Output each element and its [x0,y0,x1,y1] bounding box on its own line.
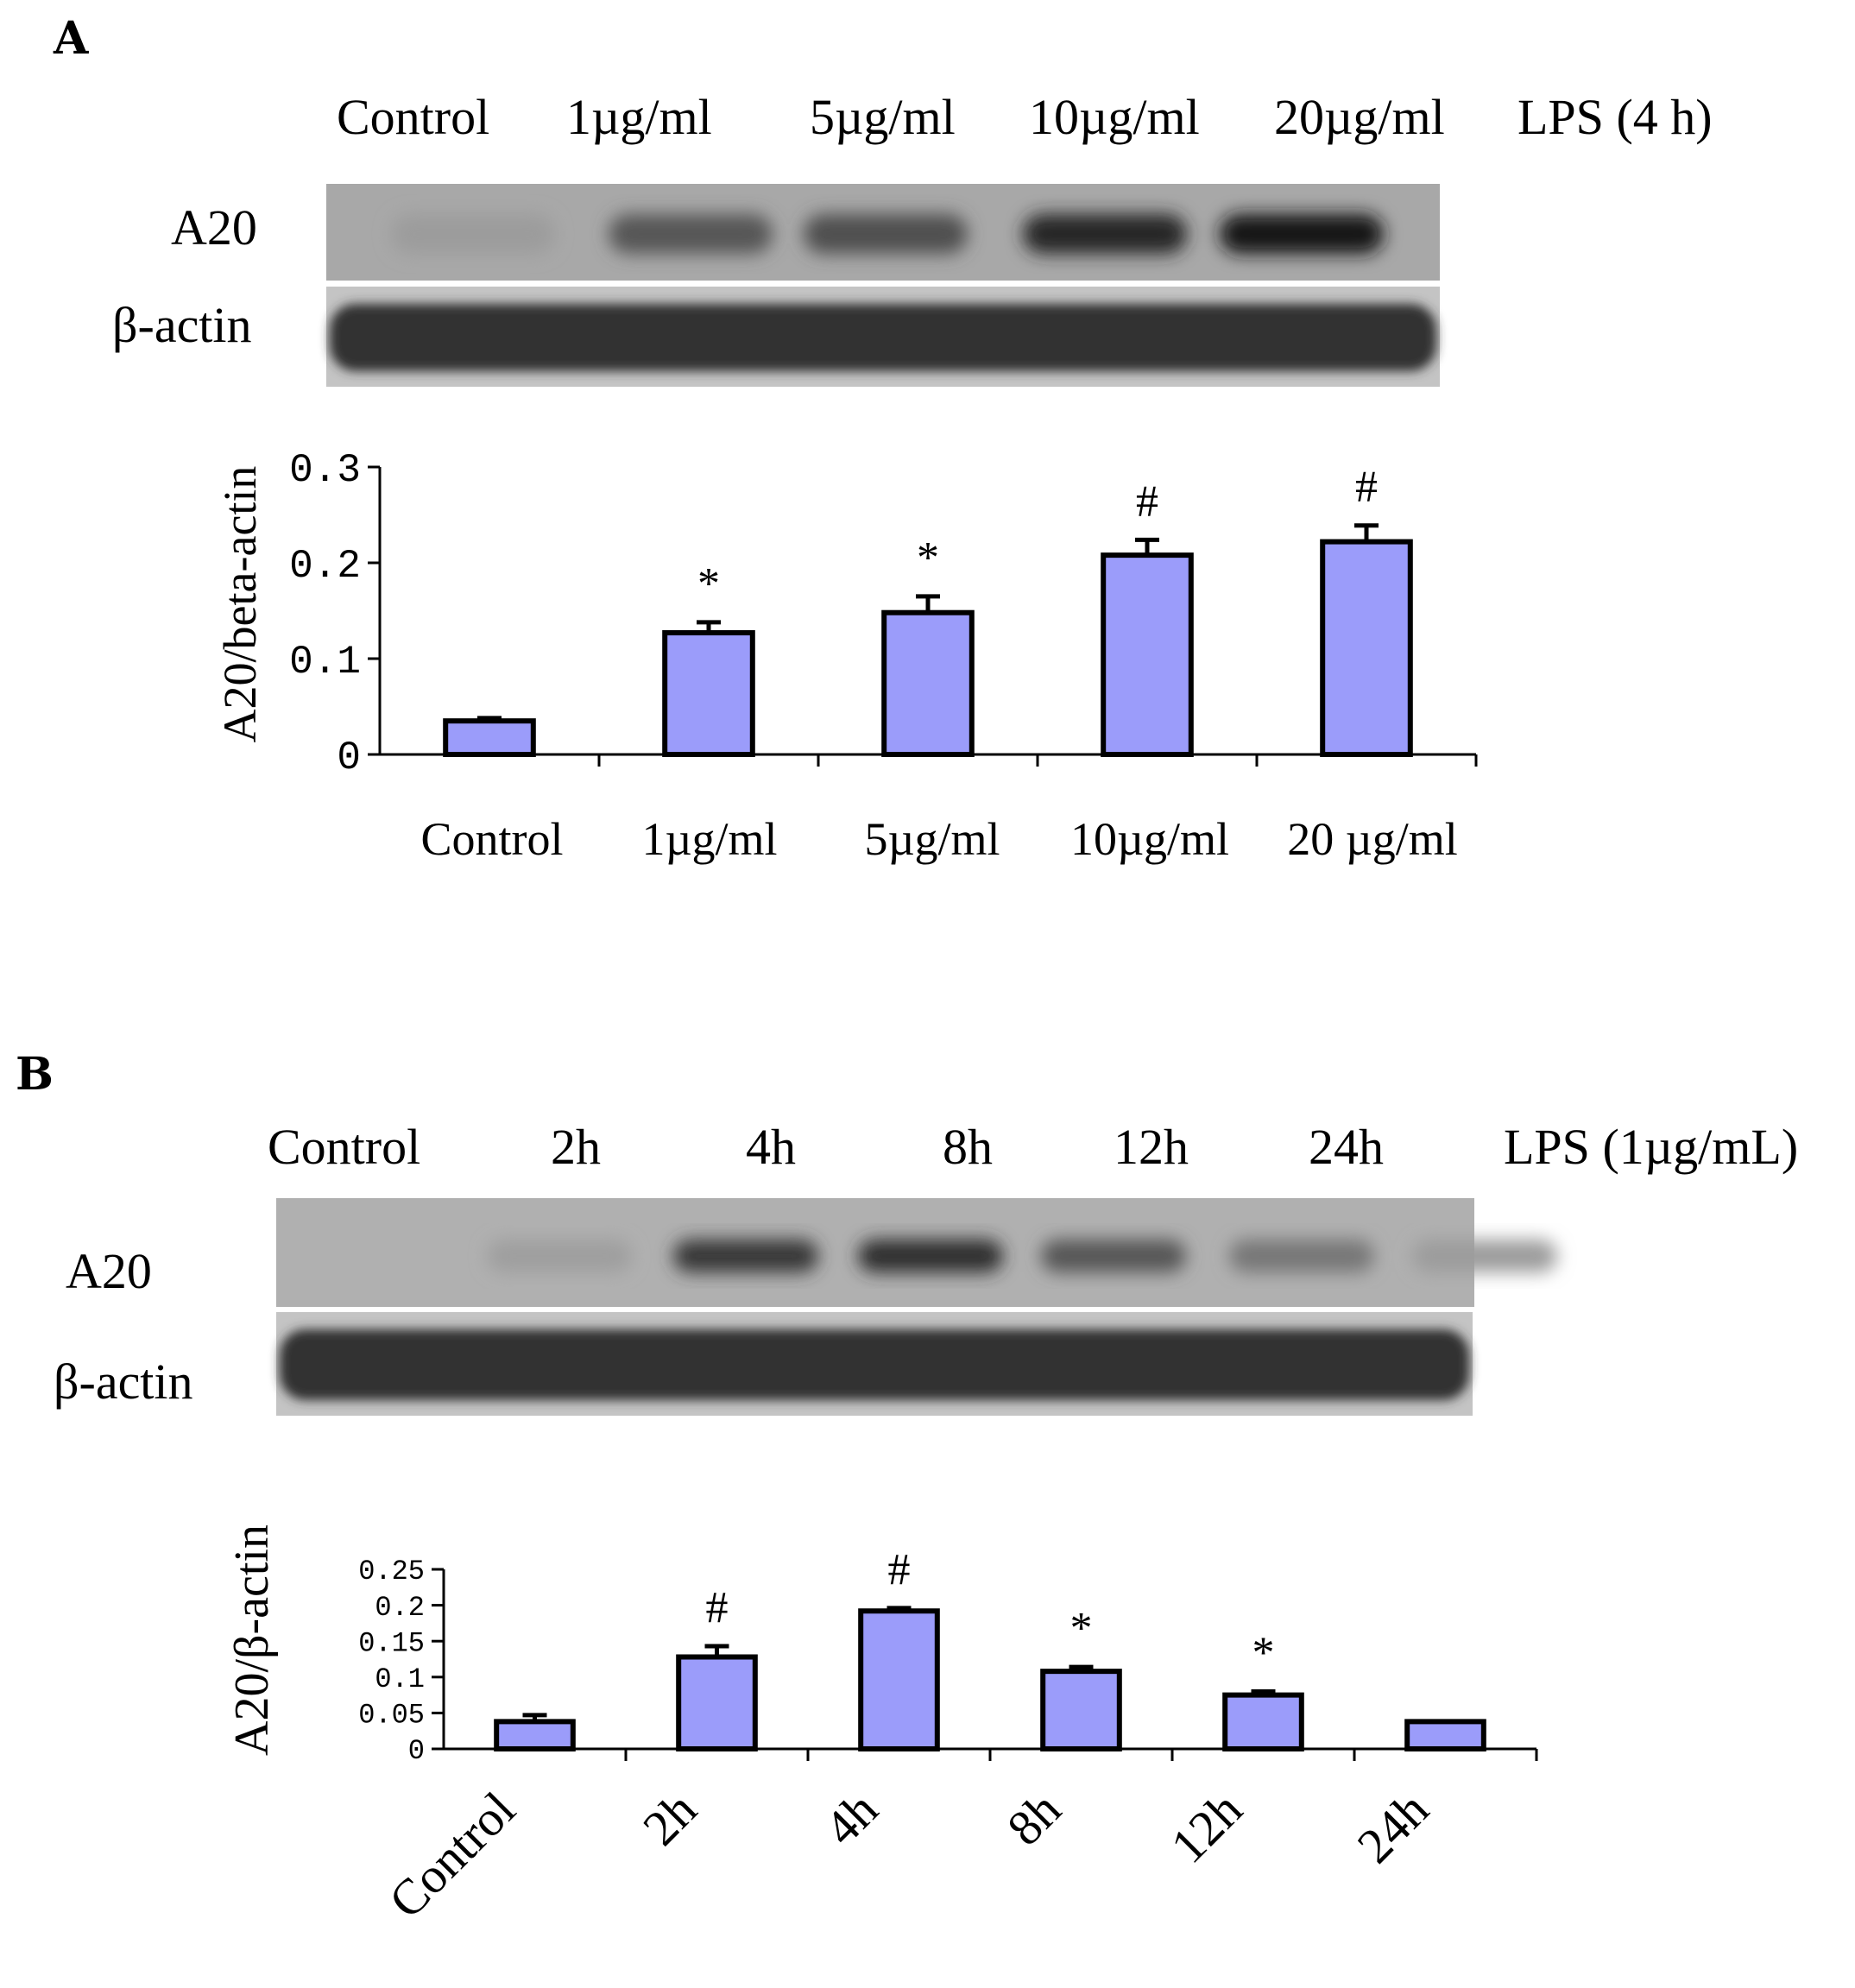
panel-b-lane-label: 8h [943,1119,993,1175]
panel-a-lane-label: 5µg/ml [810,89,956,145]
panel-a-blot-actin [326,287,1440,387]
chart-b-category-label: 12h [1160,1781,1252,1873]
panel-a-blot-label-a20: A20 [171,199,257,256]
chart-b-y-axis-label: A20/β-actin [225,1524,279,1756]
chart-a-bars: * * # # [443,463,1413,758]
panel-b-lane-label: 2h [551,1119,601,1175]
a20-band [609,214,773,254]
chart-a-category-label: 5µg/ml [864,813,1000,865]
panel-b-lane-labels: Control 2h 4h 8h 12h 24h LPS (1µg/mL) [268,1119,1798,1175]
bar [1040,1669,1122,1752]
chart-a-category-label: 1µg/ml [641,813,777,865]
y-tick-label: 0.25 [358,1556,425,1587]
bar [676,1654,758,1752]
chart-b-category-label: Control [378,1781,526,1928]
panel-a-lane-label: 1µg/ml [566,89,712,145]
bar [1404,1719,1486,1752]
chart-b-category-label: 8h [996,1781,1071,1856]
actin-band [330,304,1436,371]
bar [881,609,975,757]
panel-b-lane-label: 12h [1114,1119,1189,1175]
chart-a-y-axis-label: A20/beta-actin [214,466,266,743]
chart-b-category-labels: Control 2h 4h 8h 12h 24h [378,1781,1439,1928]
y-tick-label: 0.15 [358,1627,425,1659]
y-tick-label: 0.1 [289,640,361,685]
panel-b-treatment-label: LPS (1µg/mL) [1504,1119,1798,1175]
significance-marker: * [1070,1604,1093,1653]
panel-a-blot-label-actin: β-actin [112,297,252,353]
panel-a-lane-labels: Control 1µg/ml 5µg/ml 10µg/ml 20µg/ml LP… [337,89,1713,145]
bar [1320,539,1413,758]
y-tick-label: 0.05 [358,1700,425,1732]
bar [1101,552,1194,757]
actin-band [280,1329,1469,1400]
a20-band [804,214,968,254]
panel-a-treatment-label: LPS (4 h) [1517,89,1713,145]
panel-b-blot-a20 [276,1198,1557,1307]
y-tick-label: 0.2 [375,1592,425,1624]
chart-a-category-label: Control [420,813,563,865]
significance-marker: * [697,559,720,609]
bar [1222,1692,1304,1751]
panel-a-lane-label: Control [337,89,489,145]
panel-b-blot-actin [276,1312,1473,1416]
a20-band [1229,1240,1374,1272]
a20-band [1041,1240,1186,1272]
panel-b: B Control 2h 4h 8h 12h 24h LPS (1µg/mL) … [16,1048,1798,1929]
panel-a: A Control 1µg/ml 5µg/ml 10µg/ml 20µg/ml … [53,12,1713,865]
a20-band [487,1240,632,1272]
y-tick-label: 0.2 [289,544,361,589]
a20-band [673,1240,818,1272]
chart-b-category-label: 24h [1347,1781,1439,1873]
significance-marker: # [1136,476,1158,526]
a20-band [1412,1240,1557,1272]
chart-a-category-labels: Control 1µg/ml 5µg/ml 10µg/ml 20 µg/ml [420,813,1457,865]
bar [443,718,536,758]
y-tick-label: 0.1 [375,1663,425,1695]
significance-marker: # [706,1583,729,1632]
panel-a-lane-label: 10µg/ml [1029,89,1200,145]
panel-b-lane-label: 4h [746,1119,796,1175]
chart-b: A20/β-actin 00.05 0.1 0.150.2 0.25 # # * * Con… [225,1524,1538,1929]
significance-marker: # [888,1545,911,1594]
significance-marker: # [1355,463,1378,512]
panel-b-lane-label: 24h [1309,1119,1384,1175]
panel-b-blot-label-actin: β-actin [54,1354,193,1410]
a20-band [1220,214,1384,254]
panel-a-lane-label: 20µg/ml [1274,89,1445,145]
chart-a-category-label: 10µg/ml [1070,813,1229,865]
significance-marker: * [917,533,939,583]
panel-b-letter: B [16,1048,54,1101]
chart-b-category-label: 2h [632,1781,707,1856]
chart-b-axes: 00.05 0.1 0.150.2 0.25 [358,1556,1538,1767]
chart-a-axes: 0 0.1 0.2 0.3 [289,448,1478,780]
chart-b-bars: # # * * [494,1545,1486,1752]
significance-marker: * [1252,1628,1275,1677]
y-tick-label: 0 [408,1735,425,1767]
a20-band [858,1240,1003,1272]
panel-b-lane-label: Control [268,1119,420,1175]
bar [494,1719,576,1752]
chart-a-category-label: 20 µg/ml [1287,813,1458,865]
chart-b-category-label: 4h [813,1781,888,1856]
y-tick-label: 0.3 [289,448,361,493]
a20-band [1023,214,1187,254]
bar [858,1608,940,1751]
bar [662,630,755,758]
chart-a: A20/beta-actin 0 0.1 0.2 0.3 * * # # Control 1… [214,448,1478,865]
y-tick-label: 0 [337,735,361,780]
panel-a-blot-a20 [326,184,1440,281]
a20-band [391,214,555,254]
panel-a-letter: A [53,12,89,65]
panel-b-blot-label-a20: A20 [66,1243,152,1299]
